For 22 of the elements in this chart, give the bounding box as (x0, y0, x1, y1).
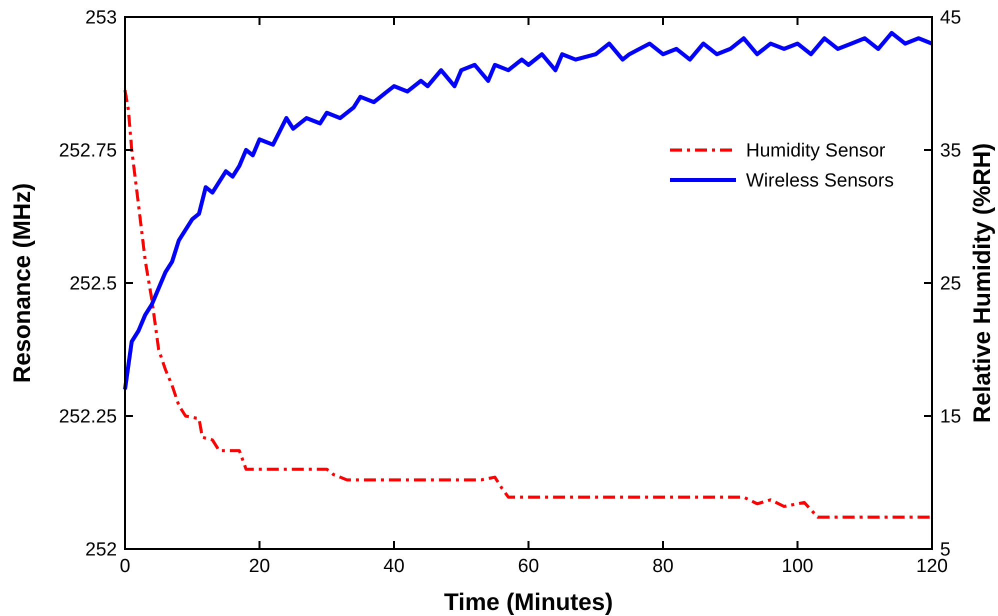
line-series (123, 30, 934, 392)
x-tick-label: 0 (120, 556, 130, 577)
x-tick-label: 80 (652, 556, 674, 577)
x-tick-label: 120 (916, 556, 948, 577)
y2-tick-label: 15 (940, 406, 962, 428)
y-tick-label: 252.75 (58, 140, 117, 162)
y2-tick-label: 25 (940, 274, 962, 295)
x-tick-label: 40 (383, 556, 405, 577)
x-tick-label: 20 (248, 556, 270, 577)
y2-tick-label: 45 (940, 8, 962, 29)
legend-label: Humidity Sensor (746, 140, 886, 162)
x-tick-label: 100 (782, 556, 814, 577)
x-axis-title: Time (Minutes) (444, 589, 613, 616)
y-tick-label: 252 (85, 540, 117, 561)
y-tick-label: 253 (85, 8, 117, 29)
y-tick-label: 252.25 (58, 406, 117, 428)
x-tick-label: 60 (518, 556, 540, 577)
y2-axis-title: Relative Humidity (%RH) (969, 142, 996, 424)
y2-tick-label: 35 (940, 140, 962, 162)
y-tick-label: 252.5 (69, 274, 117, 295)
y-axis-title: Resonance (MHz) (9, 182, 36, 384)
legend-label: Wireless Sensors (746, 170, 894, 192)
